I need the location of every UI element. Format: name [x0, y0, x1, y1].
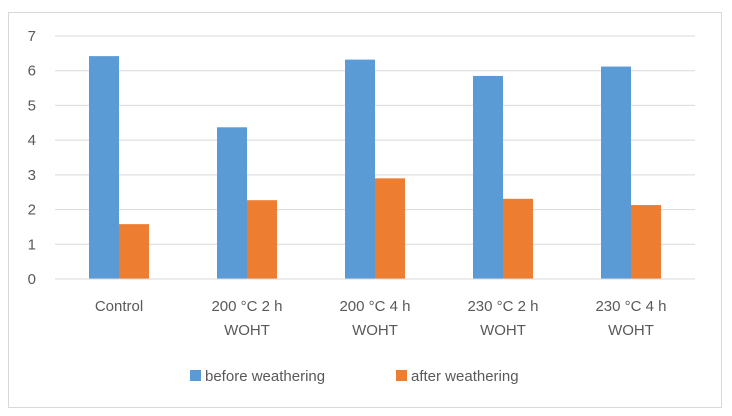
legend-swatch-before [190, 370, 201, 381]
bar-after-3 [503, 198, 533, 279]
y-tick-label: 6 [28, 63, 36, 80]
x-tick-label: WOHT [608, 322, 654, 339]
y-tick-label: 7 [28, 28, 36, 45]
bar-before-4 [601, 66, 631, 279]
bar-after-2 [375, 178, 405, 279]
y-tick-label: 3 [28, 167, 36, 184]
legend-label-before: before weathering [205, 368, 325, 385]
x-tick-label: WOHT [224, 322, 270, 339]
y-tick-label: 5 [28, 97, 36, 114]
y-tick-label: 0 [28, 271, 36, 288]
x-tick-label: WOHT [480, 322, 526, 339]
bar-before-0 [89, 56, 119, 280]
legend-swatch-after [396, 370, 407, 381]
y-tick-label: 1 [28, 236, 36, 253]
bar-before-2 [345, 59, 375, 279]
legend: before weathering after weathering [190, 368, 519, 385]
bar-before-1 [217, 127, 247, 279]
x-axis-ticks: Control 200 °C 2 h WOHT 200 °C 4 h WOHT 230 °… [95, 298, 667, 339]
y-tick-label: 2 [28, 202, 36, 219]
bar-after-4 [631, 205, 661, 279]
x-tick-label: 230 °C 4 h [595, 298, 666, 315]
x-tick-label: 200 °C 4 h [339, 298, 410, 315]
bar-before-3 [473, 75, 503, 280]
bar-after-1 [247, 200, 277, 279]
y-tick-label: 4 [28, 132, 36, 149]
x-tick-label: 230 °C 2 h [467, 298, 538, 315]
x-tick-label: WOHT [352, 322, 398, 339]
y-axis-ticks: 0 1 2 3 4 5 6 7 [28, 28, 36, 288]
bar-after-0 [119, 224, 149, 279]
x-tick-label: Control [95, 298, 143, 315]
bars [89, 56, 661, 280]
legend-label-after: after weathering [411, 368, 519, 385]
x-tick-label: 200 °C 2 h [211, 298, 282, 315]
